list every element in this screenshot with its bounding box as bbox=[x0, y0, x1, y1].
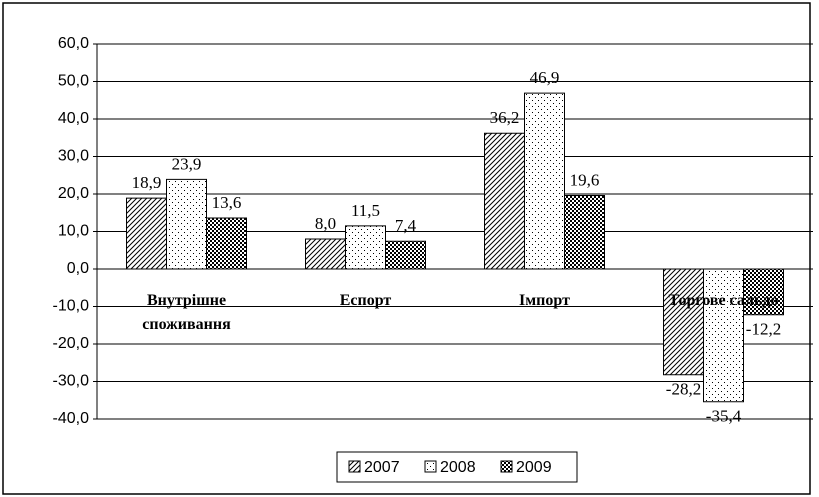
bar bbox=[166, 178, 207, 270]
y-tick-label: 10,0 bbox=[58, 223, 89, 240]
bar bbox=[385, 240, 426, 270]
x-tick-label: Торгове сальдо bbox=[668, 292, 779, 309]
y-tick-label: 40,0 bbox=[58, 110, 89, 127]
value-label: 46,9 bbox=[530, 68, 560, 87]
value-label: 23,9 bbox=[172, 154, 202, 173]
x-tick-label: Внутрішне споживання bbox=[142, 292, 231, 333]
value-label: 36,2 bbox=[490, 108, 520, 127]
legend-swatch bbox=[424, 460, 437, 473]
bar bbox=[345, 225, 386, 270]
value-label: -12,2 bbox=[746, 320, 781, 339]
bar bbox=[663, 268, 704, 376]
y-tick-label: 20,0 bbox=[58, 185, 89, 202]
bar bbox=[524, 92, 565, 270]
chart-border bbox=[2, 2, 811, 495]
value-label: 19,6 bbox=[570, 170, 600, 189]
legend-swatch bbox=[500, 460, 513, 473]
value-label: 18,9 bbox=[132, 173, 162, 192]
y-tick-label: 0,0 bbox=[67, 260, 89, 277]
legend-swatch bbox=[348, 460, 361, 473]
value-label: 8,0 bbox=[315, 214, 336, 233]
value-label: 13,6 bbox=[212, 193, 242, 212]
value-label: -28,2 bbox=[666, 380, 701, 399]
legend-label: 2008 bbox=[440, 459, 476, 476]
bar bbox=[206, 217, 247, 270]
legend-label: 2009 bbox=[516, 459, 552, 476]
y-tick-label: -30,0 bbox=[53, 373, 90, 390]
legend-box bbox=[336, 451, 578, 483]
y-tick-label: 30,0 bbox=[58, 148, 89, 165]
y-tick-label: 50,0 bbox=[58, 73, 89, 90]
bar bbox=[743, 268, 784, 316]
value-label: 7,4 bbox=[395, 216, 417, 235]
x-tick-label: Імпорт bbox=[519, 292, 570, 309]
y-tick-label: -40,0 bbox=[53, 410, 90, 427]
y-tick-label: 60,0 bbox=[58, 35, 89, 52]
value-label: -35,4 bbox=[706, 407, 742, 426]
bar bbox=[126, 197, 167, 270]
legend-label: 2007 bbox=[364, 459, 400, 476]
bar bbox=[703, 268, 744, 403]
x-tick-label: Еспорт bbox=[339, 292, 392, 309]
y-tick-label: -10,0 bbox=[53, 298, 90, 315]
bar bbox=[564, 195, 605, 270]
y-tick-label: -20,0 bbox=[53, 335, 90, 352]
value-label: 11,5 bbox=[351, 201, 380, 220]
bar bbox=[305, 238, 346, 270]
bar bbox=[484, 132, 525, 270]
